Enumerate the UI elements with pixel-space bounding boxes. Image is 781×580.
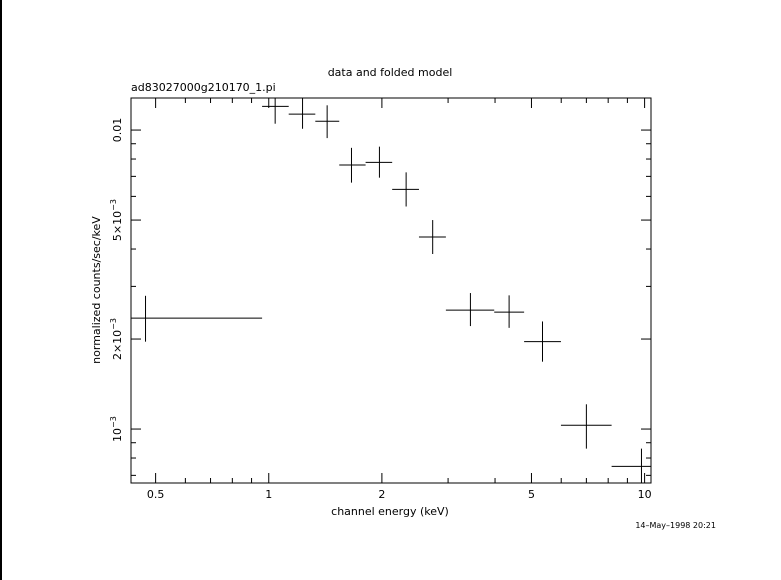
y-tick-labels: 10−3 2×10−3 5×10−3 0.01 — [109, 118, 124, 442]
x-tick-label: 10 — [638, 488, 652, 501]
window-left-border — [0, 0, 2, 580]
data-point — [131, 295, 263, 342]
y-tick-label: 10−3 — [109, 416, 124, 442]
x-axis-label: channel energy (keV) — [331, 505, 449, 518]
y-tick-label: 0.01 — [111, 118, 124, 143]
data-point — [339, 147, 366, 183]
x-tick-label: 0.5 — [147, 488, 165, 501]
data-point — [288, 98, 316, 129]
x-tick-label: 2 — [378, 488, 385, 501]
data-points — [131, 98, 651, 483]
chart-title: data and folded model — [328, 66, 453, 79]
x-tick-label: 5 — [528, 488, 535, 501]
data-point — [315, 105, 340, 139]
data-point — [418, 220, 446, 254]
data-point — [365, 146, 393, 178]
data-point — [524, 321, 561, 362]
y-tick-label: 5×10−3 — [109, 199, 124, 241]
x-tick-label: 1 — [265, 488, 272, 501]
y-tick-label: 2×10−3 — [109, 318, 124, 360]
chart-subtitle: ad83027000g210170_1.pi — [131, 81, 276, 94]
data-point — [445, 293, 495, 327]
data-point — [262, 98, 289, 124]
data-point — [560, 404, 612, 449]
data-point — [494, 295, 525, 328]
x-tick-labels: 0.5 1 2 5 10 — [147, 488, 652, 501]
data-point — [611, 448, 651, 483]
timestamp: 14–May–1998 20:21 — [635, 521, 716, 530]
plot-frame — [130, 97, 652, 484]
data-point — [392, 172, 419, 207]
y-axis-label: normalized counts/sec/keV — [90, 216, 103, 364]
